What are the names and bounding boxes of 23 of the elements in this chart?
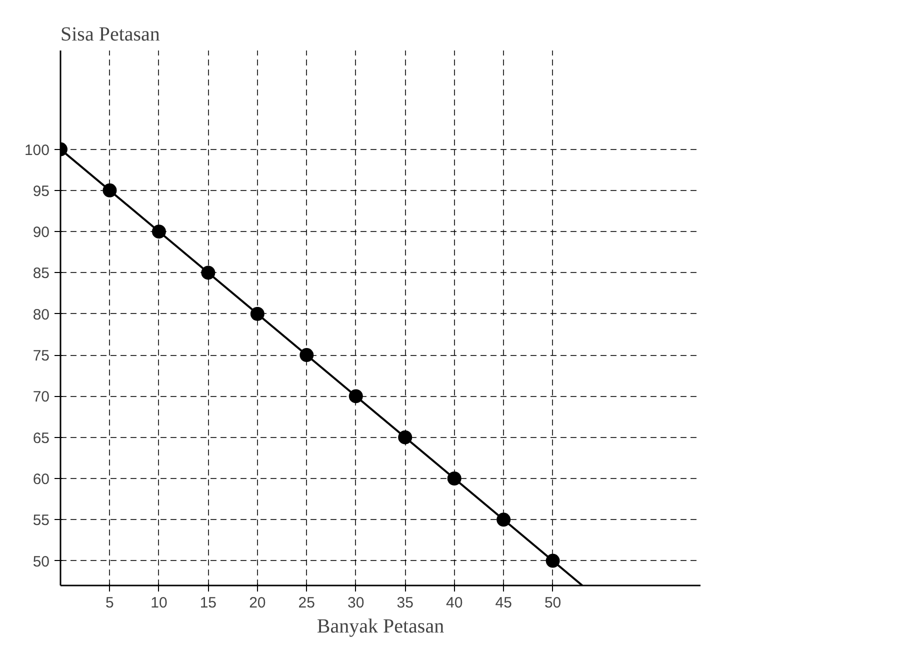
y-tick-label: 55 <box>32 512 50 530</box>
x-tick-label: 30 <box>348 594 364 612</box>
y-tick-label: 100 <box>24 142 50 159</box>
y-tick-label: 60 <box>32 471 50 488</box>
y-axis-title: Sisa Petasan <box>60 24 160 46</box>
x-tick-label: 10 <box>150 594 168 612</box>
y-tick-label: 90 <box>32 224 50 242</box>
y-tick-label: 65 <box>32 430 50 447</box>
y-tick-label: 95 <box>32 182 50 200</box>
y-tick-label: 70 <box>32 388 50 406</box>
x-tick-label: 45 <box>495 594 512 612</box>
x-tick-label: 35 <box>396 594 414 612</box>
x-tick-label: 40 <box>446 594 463 612</box>
y-tick-label: 80 <box>32 306 50 324</box>
x-tick-label: 50 <box>544 594 562 612</box>
x-tick-label: 15 <box>200 594 217 612</box>
x-tick-label: 25 <box>298 594 315 612</box>
x-axis-title: Banyak Petasan <box>316 616 444 638</box>
y-tick-label: 75 <box>32 348 50 365</box>
x-tick-label: 5 <box>106 594 114 612</box>
x-tick-label: 20 <box>249 594 266 612</box>
y-tick-label: 50 <box>32 553 50 570</box>
y-tick-label: 85 <box>32 265 50 282</box>
